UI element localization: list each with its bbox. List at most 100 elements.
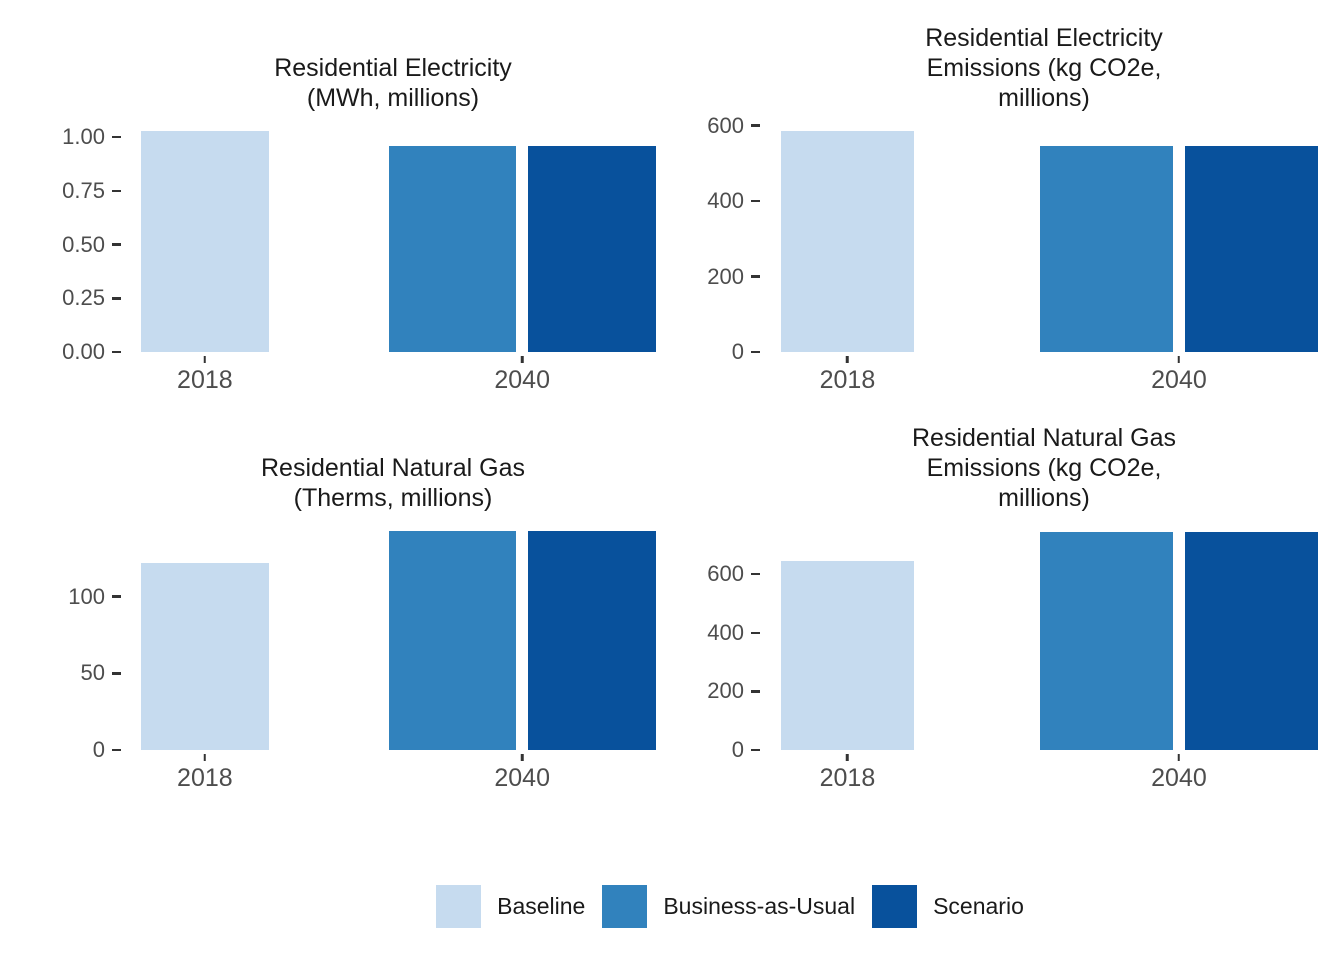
x-axis-strip: 2018 2040 bbox=[672, 352, 1344, 400]
x-tick-mark bbox=[203, 356, 207, 363]
y-tick: 1.00 bbox=[62, 126, 121, 148]
panel-title: Residential Electricity Emissions (kg CO… bbox=[925, 24, 1163, 112]
panel-residential-natural-gas: Residential Natural Gas (Therms, million… bbox=[0, 420, 672, 798]
panel-residential-electricity: Residential Electricity (MWh, millions) … bbox=[0, 0, 672, 400]
x-axis-strip: 2018 2040 bbox=[0, 750, 672, 798]
x-tick-mark bbox=[846, 356, 849, 363]
legend-label-baseline: Baseline bbox=[497, 893, 586, 919]
x-tick-mark bbox=[520, 754, 524, 761]
y-tick-mark bbox=[751, 572, 760, 576]
x-tick-label: 2040 bbox=[1151, 366, 1207, 394]
y-tick-label: 0 bbox=[731, 339, 744, 364]
y-tick-label: 200 bbox=[707, 678, 744, 704]
y-tick-mark bbox=[751, 199, 760, 203]
y-tick-label: 100 bbox=[68, 583, 105, 609]
y-tick: 50 bbox=[81, 662, 121, 684]
y-tick-mark bbox=[112, 595, 121, 598]
y-tick-label: 0 bbox=[92, 737, 105, 762]
bar-business-as-usual bbox=[1039, 531, 1173, 750]
legend-item-baseline: Baseline bbox=[436, 885, 585, 928]
y-tick-label: 200 bbox=[707, 263, 744, 289]
legend-swatch-scenario bbox=[872, 885, 918, 928]
x-tick-label: 2018 bbox=[177, 764, 233, 792]
y-tick-label: 400 bbox=[707, 188, 744, 214]
x-axis: 2018 2040 bbox=[764, 750, 1324, 798]
y-tick-label: 600 bbox=[707, 112, 744, 138]
legend-item-business-as-usual: Business-as-Usual bbox=[602, 885, 855, 928]
legend: Baseline Business-as-Usual Scenario bbox=[0, 885, 1344, 928]
y-tick: 200 bbox=[707, 680, 760, 702]
x-tick-mark bbox=[1177, 754, 1181, 761]
legend-label-scenario: Scenario bbox=[933, 893, 1024, 919]
y-tick: 0.75 bbox=[62, 177, 121, 203]
x-tick-mark bbox=[203, 754, 207, 761]
panel-title: Residential Natural Gas Emissions (kg CO… bbox=[911, 424, 1176, 512]
y-tick-mark bbox=[751, 350, 760, 354]
y-tick-label: 0 bbox=[731, 737, 744, 762]
legend-item-scenario: Scenario bbox=[872, 885, 1024, 928]
y-axis: 0 200 400 600 bbox=[672, 114, 764, 363]
y-tick: 0.00 bbox=[62, 341, 121, 363]
y-tick: 0.50 bbox=[62, 233, 121, 256]
x-axis-strip: 2018 2040 bbox=[672, 750, 1344, 798]
y-tick-label: 1.00 bbox=[62, 124, 105, 150]
x-tick-label: 2040 bbox=[494, 764, 550, 792]
x-tick-mark bbox=[846, 754, 849, 761]
plot-strip: 0 200 400 600 bbox=[672, 520, 1344, 761]
y-tick-label: 600 bbox=[707, 561, 744, 587]
y-axis: 0 50 100 bbox=[0, 520, 125, 761]
panel-title: Residential Natural Gas (Therms, million… bbox=[260, 454, 525, 512]
plot-area bbox=[125, 120, 661, 352]
y-tick: 0.25 bbox=[62, 287, 121, 309]
x-tick-label: 2040 bbox=[1151, 764, 1207, 792]
y-tick: 0 bbox=[93, 739, 121, 761]
x-tick-label: 2018 bbox=[819, 366, 876, 394]
y-tick-label: 0.75 bbox=[62, 177, 105, 203]
y-tick: 400 bbox=[707, 619, 760, 645]
chart-grid: Residential Electricity (MWh, millions) … bbox=[0, 0, 1344, 798]
x-tick-mark bbox=[1177, 356, 1181, 363]
y-axis: 0 200 400 600 bbox=[672, 520, 764, 761]
bar-baseline bbox=[141, 562, 269, 750]
bar-baseline bbox=[780, 561, 915, 750]
y-tick: 100 bbox=[68, 583, 121, 609]
y-tick-mark bbox=[112, 297, 121, 300]
y-tick: 600 bbox=[707, 563, 760, 585]
y-tick-label: 50 bbox=[80, 660, 105, 686]
y-tick: 600 bbox=[707, 112, 760, 138]
x-axis: 2018 2040 bbox=[125, 750, 661, 798]
plot-strip: 0 50 100 bbox=[0, 520, 672, 761]
y-tick: 0 bbox=[732, 341, 760, 363]
x-tick-mark bbox=[520, 356, 524, 363]
x-tick-label: 2018 bbox=[819, 764, 876, 792]
plot-strip: 0.00 0.25 0.50 0.75 1.00 bbox=[0, 120, 672, 363]
y-tick-label: 400 bbox=[707, 619, 744, 645]
bar-scenario bbox=[1185, 146, 1319, 352]
bar-scenario bbox=[528, 530, 656, 750]
plot-area bbox=[764, 520, 1324, 750]
bar-scenario bbox=[528, 145, 656, 352]
legend-swatch-baseline bbox=[436, 885, 482, 928]
y-tick-mark bbox=[112, 135, 121, 139]
bar-scenario bbox=[1185, 531, 1319, 750]
panel-title: Residential Electricity (MWh, millions) bbox=[274, 54, 512, 112]
x-tick-label: 2018 bbox=[177, 366, 233, 394]
y-tick-mark bbox=[112, 350, 121, 354]
y-tick: 400 bbox=[707, 190, 760, 212]
bar-baseline bbox=[780, 131, 915, 352]
y-tick: 200 bbox=[707, 263, 760, 289]
panel-residential-electricity-emissions: Residential Electricity Emissions (kg CO… bbox=[672, 0, 1344, 400]
y-tick-mark bbox=[751, 124, 760, 127]
y-tick-label: 0.00 bbox=[62, 339, 105, 364]
x-tick-label: 2040 bbox=[494, 366, 550, 394]
y-tick-mark bbox=[112, 189, 121, 193]
y-tick-mark bbox=[751, 690, 760, 693]
x-axis: 2018 2040 bbox=[764, 352, 1324, 400]
y-tick-mark bbox=[751, 748, 760, 752]
y-tick-mark bbox=[112, 672, 121, 675]
y-tick-mark bbox=[112, 748, 121, 752]
bar-business-as-usual bbox=[388, 530, 517, 750]
plot-strip: 0 200 400 600 bbox=[672, 114, 1344, 363]
x-axis-strip: 2018 2040 bbox=[0, 352, 672, 400]
